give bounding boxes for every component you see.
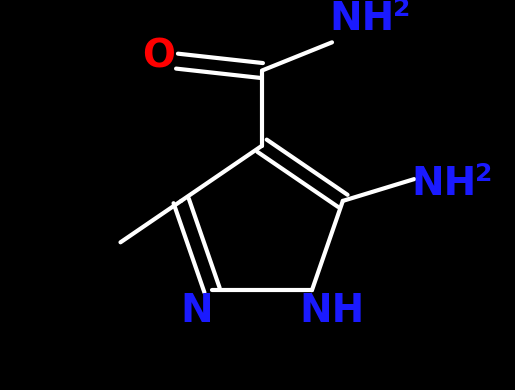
Text: NH: NH [330, 0, 394, 38]
Text: NH: NH [411, 165, 477, 203]
Text: O: O [143, 37, 176, 75]
Text: NH: NH [299, 292, 365, 330]
Text: 2: 2 [393, 0, 410, 21]
Text: 2: 2 [475, 162, 493, 186]
Text: N: N [181, 292, 213, 330]
